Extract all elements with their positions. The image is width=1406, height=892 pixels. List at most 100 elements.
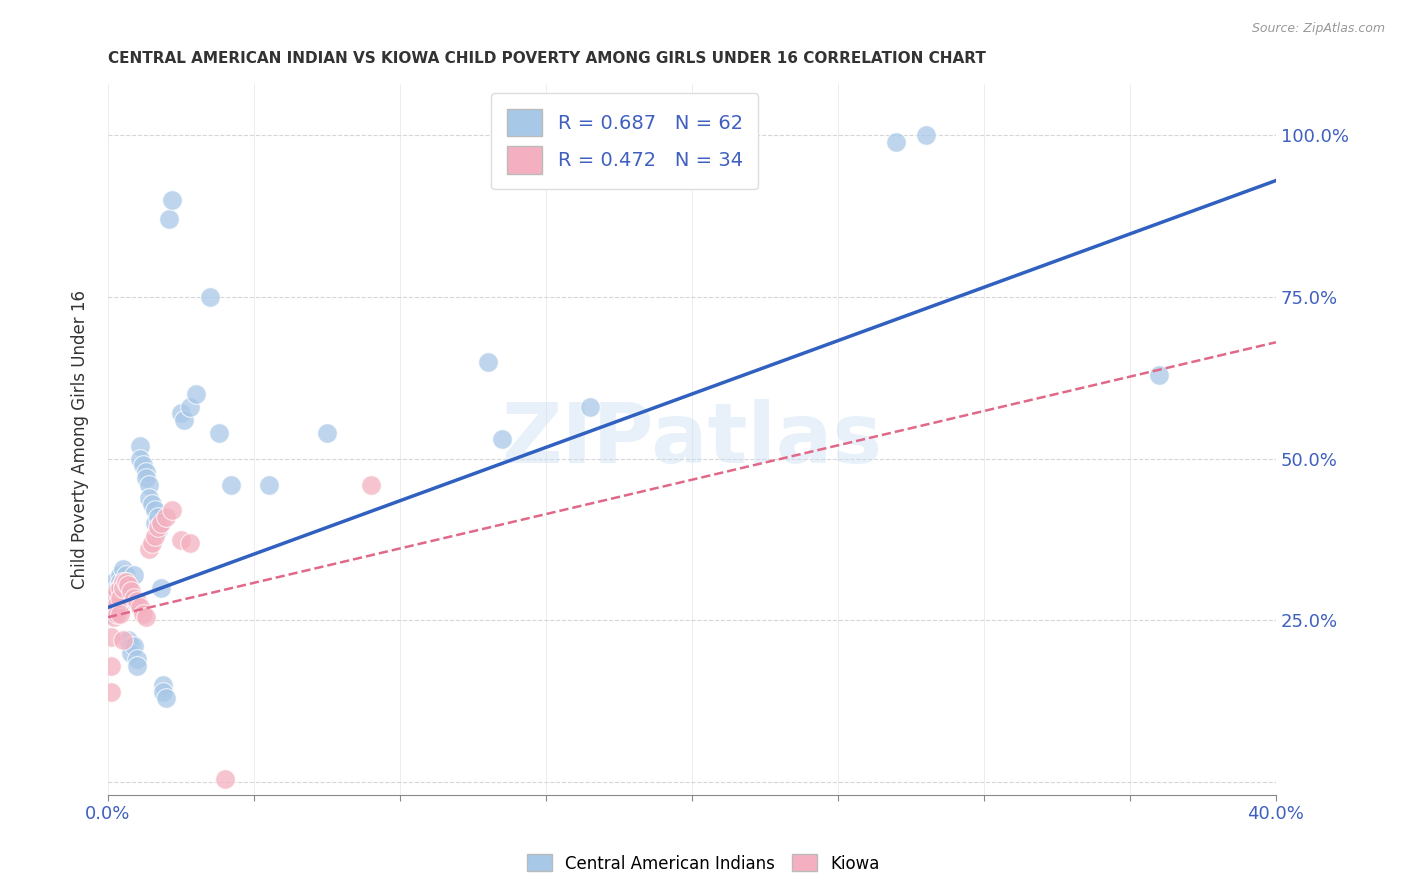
Point (149, 581, 172, 595)
Point (114, 574, 136, 589)
Point (160, 503, 183, 517)
Point (1147, 368, 1170, 382)
Point (170, 533, 193, 547)
Point (173, 413, 195, 427)
Point (100, 658, 122, 673)
Point (111, 574, 134, 589)
Point (127, 652, 149, 666)
Point (135, 471, 157, 485)
Point (132, 607, 155, 621)
Text: CENTRAL AMERICAN INDIAN VS KIOWA CHILD POVERTY AMONG GIRLS UNDER 16 CORRELATION : CENTRAL AMERICAN INDIAN VS KIOWA CHILD P… (108, 51, 986, 66)
Legend: R = 0.687   N = 62, R = 0.472   N = 34: R = 0.687 N = 62, R = 0.472 N = 34 (492, 94, 758, 189)
Point (179, 536, 201, 550)
Point (108, 568, 131, 582)
Point (108, 574, 131, 589)
Point (100, 600, 122, 615)
Point (100, 630, 122, 644)
Point (120, 646, 142, 660)
Point (138, 491, 160, 505)
Point (914, 128, 936, 143)
Text: Source: ZipAtlas.com: Source: ZipAtlas.com (1251, 22, 1385, 36)
Point (103, 604, 125, 618)
Point (122, 568, 145, 582)
Point (103, 594, 125, 608)
Point (198, 290, 221, 304)
Point (100, 594, 122, 608)
Point (129, 439, 152, 453)
Point (111, 574, 134, 589)
Point (208, 425, 231, 440)
Point (111, 581, 134, 595)
Point (108, 581, 131, 595)
Point (111, 594, 134, 608)
Point (103, 591, 125, 605)
Point (146, 509, 169, 524)
Point (152, 684, 174, 698)
Point (146, 523, 169, 537)
Point (114, 568, 136, 582)
Point (184, 387, 207, 401)
Legend: Central American Indians, Kiowa: Central American Indians, Kiowa (520, 847, 886, 880)
Point (117, 632, 139, 647)
Y-axis label: Child Poverty Among Girls Under 16: Child Poverty Among Girls Under 16 (72, 290, 89, 589)
Point (108, 581, 131, 595)
Point (257, 477, 280, 491)
Point (103, 574, 125, 589)
Point (122, 591, 145, 605)
Point (141, 497, 163, 511)
Point (141, 536, 163, 550)
Point (127, 594, 149, 608)
Point (135, 610, 157, 624)
Point (122, 640, 145, 654)
Point (219, 477, 242, 491)
Point (155, 691, 177, 706)
Text: ZIPatlas: ZIPatlas (502, 399, 883, 480)
Point (105, 584, 128, 599)
Point (127, 658, 149, 673)
Point (108, 591, 131, 605)
Point (143, 529, 166, 543)
Point (170, 406, 193, 420)
Point (105, 588, 128, 602)
Point (108, 607, 131, 621)
Point (100, 684, 122, 698)
Point (117, 578, 139, 592)
Point (152, 678, 174, 692)
Point (129, 600, 152, 615)
Point (360, 477, 382, 491)
Point (214, 772, 236, 786)
Point (155, 509, 177, 524)
Point (135, 465, 157, 479)
Point (120, 584, 142, 599)
Point (578, 400, 600, 414)
Point (138, 477, 160, 491)
Point (111, 562, 134, 576)
Point (117, 581, 139, 595)
Point (477, 354, 499, 368)
Point (105, 581, 128, 595)
Point (132, 458, 155, 472)
Point (105, 607, 128, 621)
Point (117, 574, 139, 589)
Point (111, 632, 134, 647)
Point (105, 597, 128, 611)
Point (160, 193, 183, 207)
Point (111, 581, 134, 595)
Point (105, 594, 128, 608)
Point (129, 451, 152, 466)
Point (138, 542, 160, 557)
Point (100, 607, 122, 621)
Point (114, 581, 136, 595)
Point (108, 588, 131, 602)
Point (149, 516, 172, 531)
Point (316, 425, 339, 440)
Point (179, 400, 201, 414)
Point (120, 640, 142, 654)
Point (103, 588, 125, 602)
Point (111, 588, 134, 602)
Point (491, 432, 513, 446)
Point (103, 610, 125, 624)
Point (143, 516, 166, 531)
Point (157, 212, 180, 227)
Point (143, 503, 166, 517)
